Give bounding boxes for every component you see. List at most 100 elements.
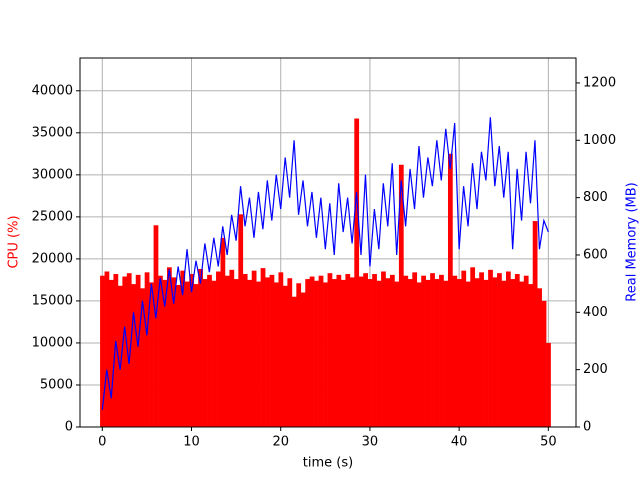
cpu-bar [349, 277, 355, 427]
cpu-bar [546, 342, 551, 427]
cpu-bar [251, 270, 257, 427]
cpu-bar [149, 282, 154, 427]
cpu-bar [108, 279, 114, 427]
cpu-bar [336, 274, 342, 427]
cpu-bar [532, 221, 538, 427]
y-tick-label: 20000 [32, 251, 73, 266]
cpu-bar [398, 164, 404, 427]
cpu-bar [140, 288, 145, 427]
cpu-bar [117, 285, 123, 427]
cpu-bar [452, 275, 458, 427]
cpu-bar [238, 214, 244, 427]
cpu-bar [456, 279, 462, 427]
y2-axis-label: Real Memory (MB) [625, 182, 640, 301]
y-tick-label: 30000 [32, 167, 73, 182]
y-tick-label: 25000 [32, 209, 73, 224]
x-tick-label: 20 [272, 435, 289, 450]
cpu-bar [269, 274, 275, 427]
plot-area [80, 58, 576, 428]
cpu-bar [416, 282, 422, 427]
cpu-bar [260, 268, 266, 427]
cpu-bar [443, 280, 449, 427]
y-tick-label: 0 [65, 420, 73, 435]
cpu-bar [180, 270, 186, 427]
cpu-bar [358, 276, 364, 427]
cpu-bar [211, 280, 217, 427]
cpu-bar [113, 274, 119, 427]
cpu-bar [158, 275, 163, 427]
cpu-bar [372, 274, 377, 427]
cpu-bar [367, 279, 373, 427]
cpu-bar [327, 273, 333, 427]
y-tick-label: 15000 [32, 293, 73, 308]
cpu-bar [323, 282, 328, 427]
cpu-bar [189, 274, 195, 427]
cpu-bar [394, 281, 400, 427]
cpu-bar [519, 281, 525, 427]
cpu-bar [202, 279, 208, 427]
cpu-bar [376, 280, 382, 427]
cpu-bar [233, 279, 239, 427]
x-tick-label: 0 [98, 435, 106, 450]
cpu-bar [434, 279, 440, 427]
cpu-bar [492, 277, 498, 427]
cpu-bar [229, 269, 235, 427]
cpu-bar [381, 271, 386, 427]
cpu-bar [385, 278, 391, 427]
cpu-bar [305, 279, 311, 427]
cpu-bar [314, 280, 319, 427]
cpu-bar [465, 281, 471, 427]
y-axis-label: CPU (%) [7, 215, 22, 268]
cpu-bar [447, 153, 453, 427]
cpu-bar [300, 292, 306, 427]
cpu-bar [100, 275, 105, 427]
cpu-bar [220, 237, 226, 427]
y2-tick-label: 0 [583, 420, 591, 435]
cpu-bar [104, 271, 110, 427]
cpu-bar [488, 269, 493, 427]
cpu-bar [153, 225, 159, 427]
cpu-bar [505, 271, 511, 427]
cpu-bar [193, 284, 199, 427]
cpu-bar [274, 282, 279, 427]
memory-line [101, 117, 549, 410]
cpu-bar [363, 273, 368, 427]
cpu-bar [126, 273, 132, 427]
cpu-bar [216, 271, 221, 427]
cpu-bar [309, 276, 315, 427]
cpu-bar [403, 275, 409, 427]
cpu-bar [541, 300, 547, 427]
cpu-bar [479, 272, 484, 427]
cpu-bar [470, 267, 476, 427]
cpu-bar [131, 284, 137, 427]
cpu-bar [345, 274, 351, 427]
cpu-bar [184, 281, 190, 427]
x-tick-label: 40 [451, 435, 468, 450]
cpu-bar [340, 279, 346, 427]
cpu-bar [332, 279, 337, 427]
cpu-bar [537, 288, 542, 427]
cpu-bar [430, 273, 435, 427]
cpu-bar [528, 284, 534, 427]
cpu-bar [144, 272, 150, 427]
cpu-bar [412, 272, 418, 427]
y2-tick-label: 1000 [583, 133, 616, 148]
cpu-bar [162, 279, 168, 427]
cpu-bar [198, 268, 203, 427]
y-tick-label: 10000 [32, 335, 73, 350]
cpu-bar [242, 274, 248, 427]
axes-frame [79, 57, 577, 428]
cpu-bar [224, 275, 230, 427]
x-tick-label: 50 [540, 435, 557, 450]
y2-tick-label: 600 [583, 247, 608, 262]
cpu-bar [354, 118, 360, 428]
x-tick-label: 30 [362, 435, 379, 450]
cpu-bar [265, 277, 270, 427]
cpu-bar [207, 274, 212, 427]
cpu-bar [166, 267, 172, 427]
cpu-bar [287, 278, 293, 427]
cpu-bar [390, 274, 395, 427]
y2-tick-label: 400 [583, 305, 608, 320]
y-tick-label: 35000 [32, 125, 73, 140]
